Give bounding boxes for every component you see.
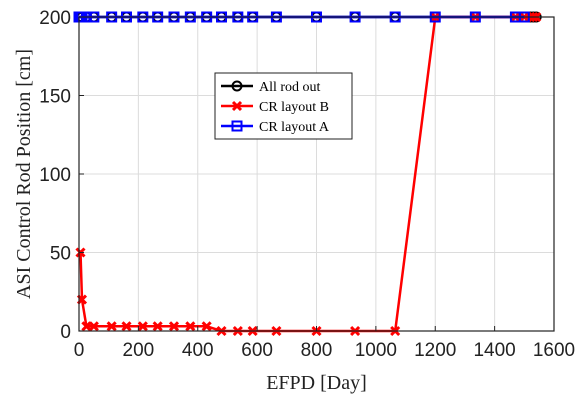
- square-marker: [231, 120, 243, 132]
- x-marker-stroke: [185, 321, 196, 332]
- x-tick-label: 1400: [473, 340, 515, 361]
- legend-entry: All rod out: [221, 80, 321, 95]
- x-marker-stroke: [121, 321, 132, 332]
- x-tick-label: 600: [241, 340, 273, 361]
- x-marker-stroke: [231, 100, 243, 112]
- x-marker: [185, 321, 196, 332]
- legend-label: CR layout A: [259, 120, 330, 135]
- legend-entry: CR layout B: [221, 100, 329, 115]
- x-tick-label: 1200: [414, 340, 456, 361]
- x-tick-label: 0: [74, 340, 85, 361]
- tick-layer: 0 200 400 600 800 1000 1200 1400 1600 0 50 100 150 20…: [39, 8, 575, 361]
- y-tick-label: 0: [60, 322, 71, 343]
- y-tick-label: 50: [50, 244, 71, 265]
- x-marker-stroke: [137, 321, 148, 332]
- x-marker: [121, 321, 132, 332]
- y-tick-label: 200: [39, 8, 71, 29]
- x-marker: [152, 321, 163, 332]
- x-tick-label: 1000: [355, 340, 397, 361]
- legend-label: CR layout B: [259, 100, 329, 115]
- x-marker-stroke: [168, 321, 180, 332]
- x-marker: [201, 321, 212, 332]
- circle-marker: [231, 80, 243, 92]
- x-marker-stroke: [88, 321, 99, 332]
- x-tick-label: 200: [123, 340, 155, 361]
- x-marker: [137, 321, 148, 332]
- y-axis-title: ASI Control Rod Position [cm]: [13, 49, 35, 299]
- legend-label: All rod out: [259, 80, 321, 95]
- x-marker: [106, 321, 117, 332]
- x-marker: [88, 321, 99, 332]
- x-marker: [168, 321, 180, 332]
- x-tick-label: 400: [182, 340, 214, 361]
- grid-layer: [78, 16, 555, 332]
- x-tick-label: 1600: [533, 340, 575, 361]
- y-tick-label: 100: [39, 165, 71, 186]
- x-axis-title: EFPD [Day]: [266, 372, 367, 394]
- x-marker-stroke: [106, 321, 117, 332]
- legend-entry: CR layout A: [221, 120, 330, 135]
- y-tick-label: 150: [39, 87, 71, 108]
- x-marker: [231, 100, 243, 112]
- x-tick-label: 800: [301, 340, 333, 361]
- x-marker-stroke: [201, 321, 212, 332]
- x-marker-stroke: [152, 321, 163, 332]
- legend: All rod out CR layout B CR layout A: [214, 72, 353, 140]
